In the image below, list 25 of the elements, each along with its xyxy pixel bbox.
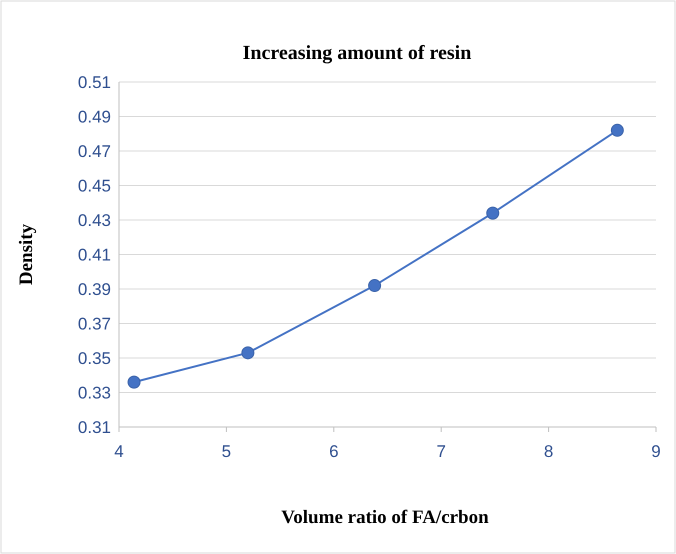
point	[486, 206, 500, 220]
x-tick-label: 5	[222, 442, 232, 461]
x-tick-label: 4	[114, 442, 124, 461]
x-tick-label: 7	[436, 442, 446, 461]
point	[128, 376, 141, 389]
y-tick-label: 0.47	[78, 142, 111, 161]
y-tick-label: 0.31	[78, 418, 111, 437]
y-tick-label: 0.43	[78, 210, 111, 230]
chart-title: Increasing amount of resin	[242, 42, 472, 64]
point	[610, 124, 624, 137]
y-tick-label: 0.51	[78, 72, 111, 92]
y-tick-label: 0.39	[78, 280, 111, 299]
x-tick-label: 6	[329, 442, 339, 461]
x-tick-label: 8	[544, 442, 554, 461]
y-tick-label: 0.45	[78, 176, 111, 196]
y-tick-label: 0.41	[78, 245, 111, 264]
point	[368, 279, 382, 292]
y-tick-label: 0.49	[78, 107, 111, 126]
y-tick-label: 0.35	[78, 348, 111, 368]
x-tick-label: 9	[651, 442, 661, 461]
x-axis-title: Volume ratio of FA/crbon	[281, 507, 490, 528]
y-tick-label: 0.37	[78, 314, 111, 334]
y-tick-label: 0.33	[78, 383, 111, 402]
point	[241, 346, 254, 360]
y-axis-title: Density	[16, 223, 37, 286]
